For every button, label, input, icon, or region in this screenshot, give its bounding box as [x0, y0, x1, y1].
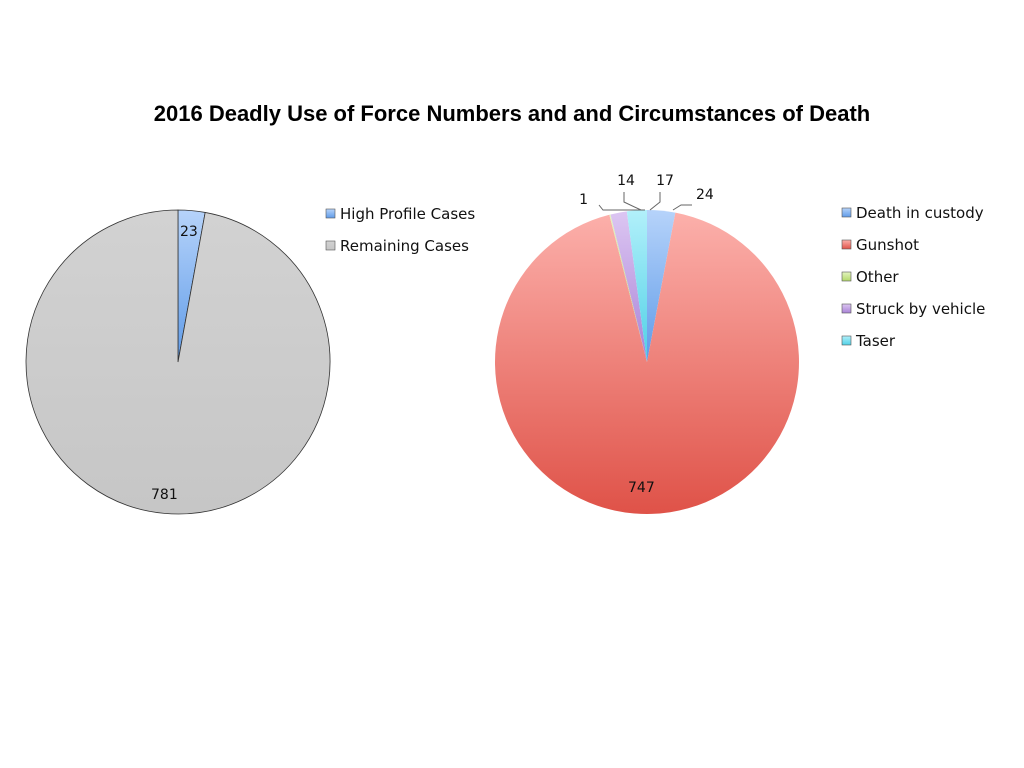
- legend-swatch-remaining-cases: [325, 240, 336, 251]
- legend-label-taser: Taser: [855, 332, 896, 350]
- pie-slice-taser: [626, 210, 647, 362]
- leader-line-struck-by-vehicle: [623, 192, 642, 211]
- pie-chart-circumstances: 24 747 1 14 17 Death in custody Gunshot Other St…: [495, 173, 985, 515]
- pie-chart-case-profile: 23 781 High Profile Cases Remaining Cases: [25, 205, 475, 515]
- data-label-taser: 17: [656, 173, 674, 189]
- chart-title: 2016 Deadly Use of Force Numbers and and…: [153, 101, 871, 126]
- leader-line-taser: [649, 192, 661, 211]
- legend-label-remaining-cases: Remaining Cases: [340, 237, 469, 255]
- legend-label-struck-by-vehicle: Struck by vehicle: [856, 300, 985, 318]
- pie-slice-remaining-cases: [25, 209, 331, 515]
- data-label-death-in-custody: 24: [696, 187, 714, 203]
- pie-slice-gunshot: [495, 212, 799, 515]
- legend-swatch-gunshot: [841, 239, 852, 250]
- data-label-remaining-cases: 781: [151, 487, 178, 503]
- legend-swatch-high-profile-cases: [325, 208, 336, 219]
- leader-line-death-in-custody: [672, 204, 692, 211]
- legend-swatch-death-in-custody: [841, 207, 852, 218]
- legend-label-death-in-custody: Death in custody: [856, 204, 984, 222]
- leader-line-other: [598, 204, 645, 211]
- legend-swatch-taser: [841, 335, 852, 346]
- data-label-other: 1: [579, 192, 588, 208]
- legend-swatch-other: [841, 271, 852, 282]
- pie-slice-other: [609, 214, 647, 362]
- data-label-struck-by-vehicle: 14: [617, 173, 635, 189]
- data-label-high-profile-cases: 23: [180, 224, 198, 240]
- legend-label-high-profile-cases: High Profile Cases: [340, 205, 475, 223]
- legend-label-gunshot: Gunshot: [856, 236, 919, 254]
- pie-slice-death-in-custody: [647, 210, 676, 362]
- legend-swatch-struck-by-vehicle: [841, 303, 852, 314]
- legend-label-other: Other: [856, 268, 899, 286]
- data-label-gunshot: 747: [628, 480, 655, 496]
- pie-slice-struck-by-vehicle: [610, 211, 647, 362]
